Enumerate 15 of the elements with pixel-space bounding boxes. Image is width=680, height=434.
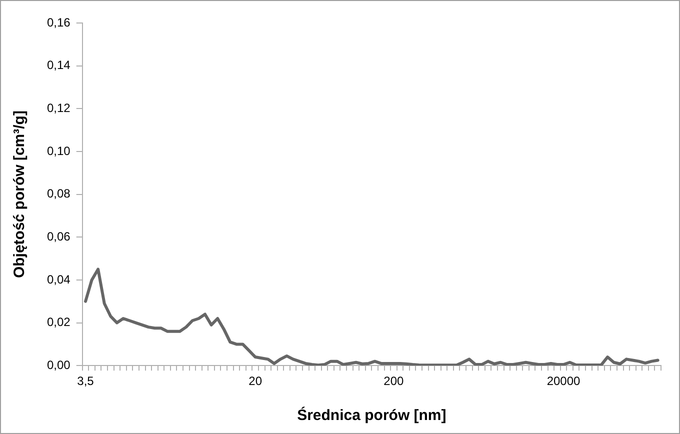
x-tick-label: 20000	[546, 374, 581, 388]
x-tick-label: 20	[248, 374, 262, 388]
y-tick-label: 0,08	[46, 186, 71, 201]
y-tick-label: 0,04	[46, 272, 71, 286]
x-tick-label: 3,5	[77, 374, 94, 388]
y-tick-label: 0,16	[46, 15, 71, 30]
y-tick-label: 0,00	[46, 358, 71, 372]
y-tick-label: 0,14	[46, 58, 71, 72]
y-tick-label: 0,02	[46, 315, 71, 330]
x-tick-label: 200	[384, 374, 404, 388]
y-axis-title: Objętość porów [cm³/g]	[11, 110, 28, 278]
y-tick-label: 0,12	[46, 100, 71, 115]
x-axis-title: Średnica porów [nm]	[297, 406, 446, 424]
y-tick-label: 0,10	[46, 144, 71, 158]
y-tick-label: 0,06	[46, 229, 71, 244]
